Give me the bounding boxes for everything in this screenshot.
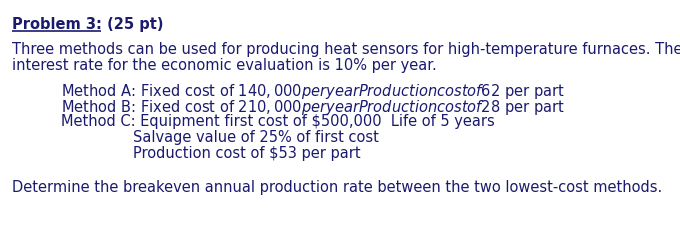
Text: Determine the breakeven annual production rate between the two lowest-cost metho: Determine the breakeven annual productio… <box>12 180 662 195</box>
Text: Problem 3:: Problem 3: <box>12 17 102 32</box>
Text: Salvage value of 25% of first cost: Salvage value of 25% of first cost <box>133 130 379 145</box>
Text: Method B: Fixed cost of $210,000 per year  Production cost of $28 per part: Method B: Fixed cost of $210,000 per yea… <box>61 98 565 117</box>
Text: Method A: Fixed cost of $140,000 per year  Production cost of $62 per part: Method A: Fixed cost of $140,000 per yea… <box>61 82 565 101</box>
Text: Production cost of $53 per part: Production cost of $53 per part <box>133 146 360 161</box>
Text: interest rate for the economic evaluation is 10% per year.: interest rate for the economic evaluatio… <box>12 58 437 73</box>
Text: (25 pt): (25 pt) <box>102 17 163 32</box>
Text: Three methods can be used for producing heat sensors for high-temperature furnac: Three methods can be used for producing … <box>12 42 680 57</box>
Text: Method C: Equipment first cost of $500,000  Life of 5 years: Method C: Equipment first cost of $500,0… <box>61 114 495 129</box>
